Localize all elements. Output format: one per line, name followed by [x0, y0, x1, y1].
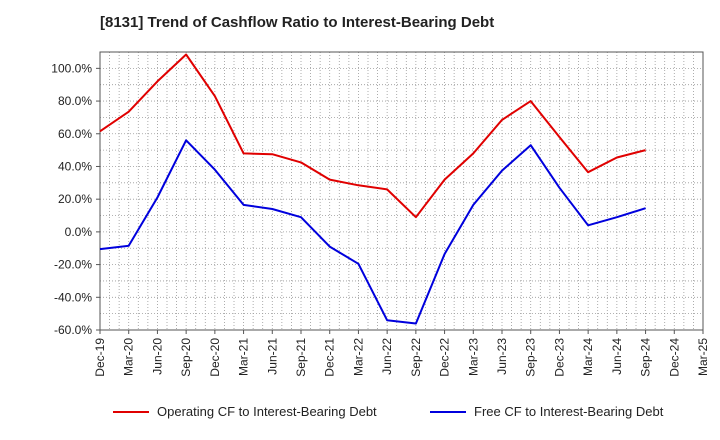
x-tick-label: Jun-20	[150, 338, 164, 375]
line-chart: 100.0% 80.0% 60.0% 40.0% 20.0% 0.0% -20.0% -40.…	[51, 51, 710, 377]
legend-item-free: Free CF to Interest-Bearing Debt	[430, 404, 663, 419]
y-tick-label: -20.0%	[54, 258, 92, 272]
legend-label-free: Free CF to Interest-Bearing Debt	[474, 404, 664, 419]
x-tick-label: Mar-24	[581, 338, 595, 376]
legend-swatch-operating	[113, 410, 149, 413]
x-tick-label: Sep-20	[179, 338, 193, 377]
x-tick-label: Jun-23	[495, 338, 509, 375]
x-tick-label: Mar-22	[351, 338, 365, 376]
y-tick-label: 100.0%	[51, 61, 92, 75]
x-tick-label: Sep-23	[524, 338, 538, 377]
y-tick-label: 0.0%	[65, 225, 93, 239]
plot-frame	[99, 51, 704, 331]
legend-label-operating: Operating CF to Interest-Bearing Debt	[157, 404, 377, 419]
y-tick-label: 80.0%	[58, 94, 92, 108]
y-tick-label: 60.0%	[58, 127, 92, 141]
x-tick-label: Jun-24	[610, 338, 624, 375]
x-tick-label: Sep-24	[639, 338, 653, 377]
x-tick-label: Jun-21	[265, 338, 279, 375]
legend-swatch-free	[430, 410, 466, 413]
legend-item-operating: Operating CF to Interest-Bearing Debt	[113, 404, 377, 419]
y-tick-label: -40.0%	[54, 290, 92, 304]
y-tick-label: 40.0%	[58, 159, 92, 173]
series-line-operating-cf	[99, 53, 646, 219]
x-tick-label: Mar-23	[466, 338, 480, 376]
chart-title: [8131] Trend of Cashflow Ratio to Intere…	[100, 14, 495, 31]
y-tick-label: -60.0%	[54, 323, 92, 337]
x-tick-label: Dec-24	[667, 338, 681, 377]
x-tick-label: Dec-19	[93, 338, 107, 377]
x-tick-label: Dec-20	[208, 338, 222, 377]
x-tick-label: Mar-21	[237, 338, 251, 376]
x-tick-label: Sep-22	[409, 338, 423, 377]
x-tick-label: Dec-21	[323, 338, 337, 377]
x-tick-label: Mar-25	[696, 338, 710, 376]
chart-legend: Operating CF to Interest-Bearing Debt Fr…	[0, 404, 720, 424]
series-line-free-cf	[99, 139, 646, 325]
x-tick-label: Sep-21	[294, 338, 308, 377]
x-tick-label: Dec-22	[438, 338, 452, 377]
x-tick-label: Jun-22	[380, 338, 394, 375]
y-tick-label: 20.0%	[58, 192, 92, 206]
x-tick-label: Mar-20	[122, 338, 136, 376]
x-tick-label: Dec-23	[552, 338, 566, 377]
